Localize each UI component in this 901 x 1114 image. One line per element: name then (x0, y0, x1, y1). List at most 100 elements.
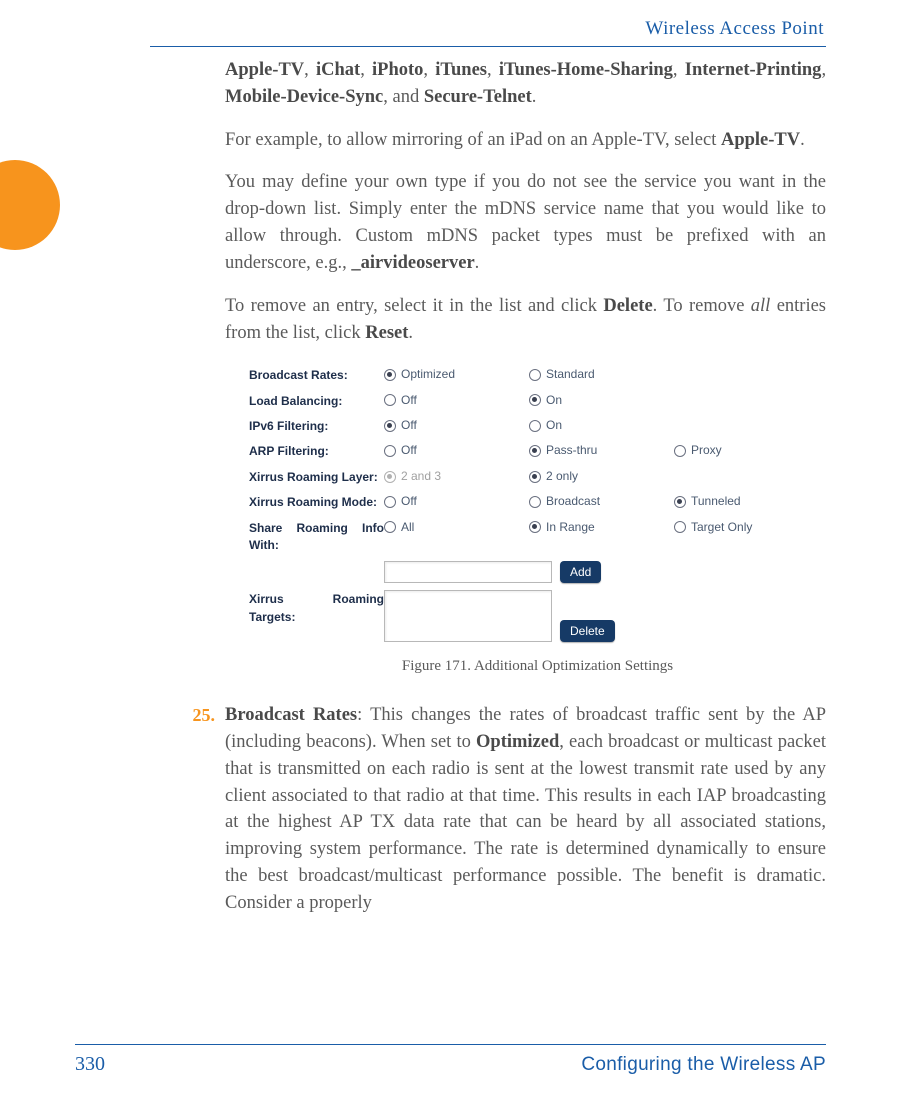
opt-text: All (401, 519, 414, 536)
svc-iphoto: iPhoto (372, 60, 423, 80)
opt-optimized[interactable]: Optimized (384, 366, 529, 383)
row-targets: Xirrus Roaming Targets: Delete (249, 590, 826, 642)
label-blank (249, 561, 384, 562)
item-body-25: Broadcast Rates: This changes the rates … (225, 702, 826, 917)
paragraph-service-list: Apple-TV, iChat, iPhoto, iTunes, iTunes-… (225, 57, 826, 111)
radio-icon (529, 471, 541, 483)
opt-text: 2 only (546, 468, 578, 485)
page-number: 330 (75, 1053, 105, 1076)
para4-g: . (408, 323, 413, 343)
opt-text: In Range (546, 519, 595, 536)
opt-arp-pass[interactable]: Pass-thru (529, 442, 674, 459)
para4-a: To remove an entry, select it in the lis… (225, 296, 603, 316)
opt-layer-2[interactable]: 2 only (529, 468, 674, 485)
radio-icon (674, 445, 686, 457)
opt-text: Proxy (691, 442, 722, 459)
radio-icon (529, 394, 541, 406)
svc-internet-print: Internet-Printing (685, 60, 822, 80)
target-input[interactable] (384, 561, 552, 583)
svc-apple-tv: Apple-TV (225, 60, 304, 80)
opt-text: On (546, 392, 562, 409)
opt-ipv6-on[interactable]: On (529, 417, 674, 434)
para3-a: You may define your own type if you do n… (225, 172, 826, 272)
radio-icon (384, 496, 396, 508)
radio-icon (529, 445, 541, 457)
svc-mobile-sync: Mobile-Device-Sync (225, 87, 383, 107)
figure-171: Broadcast Rates: Optimized Standard Load… (249, 366, 826, 678)
item25-title: Broadcast Rates (225, 705, 357, 725)
opt-text: Pass-thru (546, 442, 597, 459)
opt-share-range[interactable]: In Range (529, 519, 674, 536)
para2-post: . (800, 130, 805, 150)
svc-itunes-home: iTunes-Home-Sharing (499, 60, 673, 80)
radio-icon (674, 521, 686, 533)
radio-icon (529, 420, 541, 432)
figure-caption: Figure 171. Additional Optimization Sett… (249, 656, 826, 678)
item25-c: , each broadcast or multicast packet tha… (225, 732, 826, 913)
targets-list[interactable] (384, 590, 552, 642)
para4-c: . To remove (653, 296, 751, 316)
delete-button[interactable]: Delete (560, 620, 615, 642)
opt-text: Optimized (401, 366, 455, 383)
opt-text: Target Only (691, 519, 752, 536)
row-roam-layer: Xirrus Roaming Layer: 2 and 3 2 only (249, 468, 826, 486)
opt-ipv6-off[interactable]: Off (384, 417, 529, 434)
header-rule (150, 46, 826, 47)
opt-text: Broadcast (546, 493, 600, 510)
opt-share-target[interactable]: Target Only (674, 519, 794, 536)
label-share-info: Share Roaming Info With: (249, 519, 384, 555)
radio-icon (529, 496, 541, 508)
row-target-input: Add (249, 561, 826, 583)
item-number-25: 25. (189, 702, 225, 917)
opt-text: Off (401, 442, 417, 459)
row-share-info: Share Roaming Info With: All In Range Ta… (249, 519, 826, 555)
para4-d: all (751, 296, 771, 316)
footer-title: Configuring the Wireless AP (581, 1054, 826, 1076)
row-roam-mode: Xirrus Roaming Mode: Off Broadcast Tunne… (249, 493, 826, 511)
radio-icon (384, 445, 396, 457)
settings-form: Broadcast Rates: Optimized Standard Load… (249, 366, 826, 642)
radio-icon (529, 521, 541, 533)
footer-rule (75, 1044, 826, 1045)
label-arp: ARP Filtering: (249, 442, 384, 460)
para4-f: Reset (365, 323, 408, 343)
opt-lb-off[interactable]: Off (384, 392, 529, 409)
list-item-25: 25. Broadcast Rates: This changes the ra… (225, 702, 826, 917)
opt-mode-off[interactable]: Off (384, 493, 529, 510)
opt-lb-on[interactable]: On (529, 392, 674, 409)
label-broadcast-rates: Broadcast Rates: (249, 366, 384, 384)
opt-text: Off (401, 493, 417, 510)
para3-b: _airvideoserver (351, 253, 474, 273)
radio-icon (384, 420, 396, 432)
side-tab-decoration (0, 160, 60, 250)
paragraph-custom-type: You may define your own type if you do n… (225, 169, 826, 276)
opt-text: Off (401, 392, 417, 409)
opt-standard[interactable]: Standard (529, 366, 674, 383)
opt-layer-23: 2 and 3 (384, 468, 529, 485)
page-header: Wireless Access Point (0, 0, 826, 47)
svc-itunes: iTunes (435, 60, 487, 80)
label-load-balancing: Load Balancing: (249, 392, 384, 410)
label-roam-layer: Xirrus Roaming Layer: (249, 468, 384, 486)
row-arp: ARP Filtering: Off Pass-thru Proxy (249, 442, 826, 460)
paragraph-example: For example, to allow mirroring of an iP… (225, 127, 826, 154)
radio-icon (674, 496, 686, 508)
row-load-balancing: Load Balancing: Off On (249, 392, 826, 410)
radio-icon (384, 521, 396, 533)
opt-mode-tunneled[interactable]: Tunneled (674, 493, 794, 510)
opt-share-all[interactable]: All (384, 519, 529, 536)
row-ipv6: IPv6 Filtering: Off On (249, 417, 826, 435)
main-content: Apple-TV, iChat, iPhoto, iTunes, iTunes-… (225, 57, 826, 917)
para3-c: . (475, 253, 480, 273)
header-title: Wireless Access Point (645, 18, 826, 39)
opt-mode-broadcast[interactable]: Broadcast (529, 493, 674, 510)
item25-b: Optimized (476, 732, 559, 752)
opt-text: Standard (546, 366, 595, 383)
opt-text: Tunneled (691, 493, 741, 510)
label-ipv6: IPv6 Filtering: (249, 417, 384, 435)
para2-pre: For example, to allow mirroring of an iP… (225, 130, 721, 150)
opt-arp-proxy[interactable]: Proxy (674, 442, 794, 459)
row-broadcast-rates: Broadcast Rates: Optimized Standard (249, 366, 826, 384)
add-button[interactable]: Add (560, 561, 601, 583)
opt-arp-off[interactable]: Off (384, 442, 529, 459)
